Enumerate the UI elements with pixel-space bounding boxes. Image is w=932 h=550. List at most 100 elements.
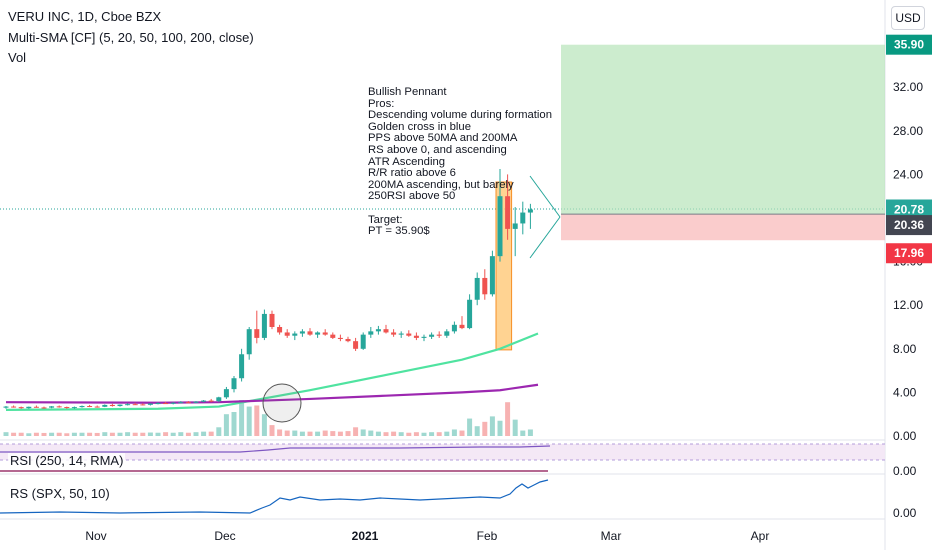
- annotation-line: R/R ratio above 6: [368, 167, 456, 180]
- volume-bar: [512, 419, 518, 436]
- annotation-line: Descending volume during formation: [368, 109, 552, 122]
- last-price-tag-label: 20.78: [894, 202, 924, 216]
- candle-body: [299, 331, 305, 334]
- candle-body: [322, 332, 328, 335]
- volume-bar: [132, 432, 138, 436]
- moving-averages: [5, 332, 539, 411]
- volume-bar: [527, 429, 533, 436]
- volume-bar: [125, 432, 131, 436]
- volume-bar: [269, 425, 275, 436]
- golden-cross-circle: [262, 383, 302, 423]
- trade-idea-annotation: Bullish Pennant Pros: Descending volume du…: [368, 86, 552, 238]
- volume-bar: [79, 432, 85, 436]
- volume-bar: [56, 432, 62, 436]
- volume-bar: [459, 430, 465, 436]
- candle-body: [261, 313, 267, 338]
- annotation-line: Target:: [368, 213, 403, 226]
- candle-body: [193, 401, 199, 403]
- indicator-legend-sma[interactable]: Multi-SMA [CF] (5, 20, 50, 100, 200, clo…: [8, 30, 254, 45]
- volume-bar: [246, 406, 252, 436]
- volume-bar: [11, 432, 17, 436]
- indicator-legend-volume[interactable]: Vol: [8, 50, 27, 65]
- candle-body: [330, 334, 336, 338]
- entry-price-tag: [886, 215, 932, 236]
- candle-body: [421, 336, 427, 338]
- volume-bar: [18, 432, 24, 436]
- volume-bar: [284, 430, 290, 436]
- candle-body: [505, 196, 511, 229]
- candle-body: [307, 331, 313, 335]
- annotation-line: 200MA ascending, but barely: [368, 178, 514, 191]
- y-tick-label: 8.00: [893, 342, 917, 356]
- y-tick-label: 28.00: [893, 124, 923, 138]
- x-tick-label: 2021: [352, 529, 379, 543]
- volume-bar: [64, 433, 70, 436]
- volume-bar: [223, 414, 229, 436]
- candle-body: [459, 324, 465, 329]
- volume-bar: [444, 431, 450, 436]
- volume-bar: [239, 400, 245, 436]
- candle-body: [315, 332, 321, 335]
- candle-body: [353, 341, 359, 349]
- profit-zone[interactable]: [561, 44, 885, 215]
- volume-bar: [375, 431, 381, 436]
- volume-bar: [360, 429, 366, 436]
- candle-body: [527, 209, 533, 213]
- annotation-line: PT = 35.90$: [368, 225, 430, 238]
- volume-bar: [71, 432, 77, 436]
- candle-body: [360, 334, 366, 349]
- candle-body: [284, 332, 290, 336]
- volume-bar: [163, 432, 169, 436]
- volume-bar: [87, 432, 93, 436]
- rsi-pane-label[interactable]: RSI (250, 14, RMA): [8, 453, 126, 468]
- volume-bar: [451, 429, 457, 436]
- volume-bar: [413, 432, 419, 436]
- candle-body: [337, 337, 343, 339]
- volume-bar: [49, 432, 55, 436]
- candle-body: [132, 404, 138, 406]
- x-tick-label: Dec: [214, 529, 235, 543]
- ma-line: [5, 383, 539, 404]
- candle-body: [231, 378, 237, 390]
- candle-body: [49, 406, 55, 408]
- volume-bar: [474, 426, 480, 436]
- annotation-line: Bullish Pennant: [368, 86, 447, 98]
- candle-body: [375, 329, 381, 332]
- annotation-line: 250RSI above 50: [368, 190, 456, 203]
- rs-pane-label[interactable]: RS (SPX, 50, 10): [8, 486, 112, 501]
- annotation-line: Golden cross in blue: [368, 120, 471, 133]
- volume-bar: [254, 405, 260, 436]
- loss-zone[interactable]: [561, 214, 885, 241]
- candle-body: [368, 331, 374, 335]
- volume-bar: [429, 432, 435, 436]
- target-price-tag: [886, 34, 932, 55]
- volume-bar: [467, 418, 473, 436]
- candle-body: [246, 329, 252, 355]
- y-tick-label: 32.00: [893, 80, 923, 94]
- candle-body: [79, 406, 85, 408]
- volume-bar: [208, 431, 214, 436]
- candle-body: [11, 406, 17, 408]
- volume-bar: [368, 430, 374, 436]
- volume-bars: [3, 400, 533, 436]
- x-tick-label: Mar: [601, 529, 622, 543]
- price-tags: 35.90 20.78 20.36 17.96: [886, 34, 932, 264]
- rsi-line: [0, 445, 551, 453]
- volume-bar: [315, 431, 321, 436]
- volume-bar: [520, 430, 526, 436]
- volume-bar: [102, 432, 108, 436]
- candle-body: [41, 407, 47, 409]
- candle-body: [223, 389, 229, 398]
- candle-body: [429, 334, 435, 337]
- currency-button[interactable]: USD: [891, 6, 925, 30]
- annotation-line: PPS above 50MA and 200MA: [368, 132, 518, 145]
- chart-title[interactable]: VERU INC, 1D, Cboe BZX: [8, 9, 162, 24]
- stop-price-tag-label: 17.96: [894, 246, 924, 260]
- volume-bar: [94, 432, 100, 436]
- pennant-lower: [529, 216, 561, 259]
- volume-bar: [436, 432, 442, 436]
- volume-bar: [353, 427, 359, 436]
- candle-body: [56, 406, 62, 408]
- volume-bar: [140, 432, 146, 436]
